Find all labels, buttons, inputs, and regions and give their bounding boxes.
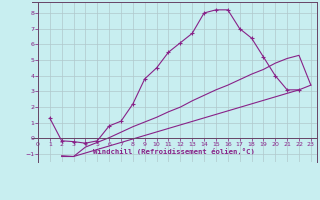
X-axis label: Windchill (Refroidissement éolien,°C): Windchill (Refroidissement éolien,°C) [93,148,255,155]
